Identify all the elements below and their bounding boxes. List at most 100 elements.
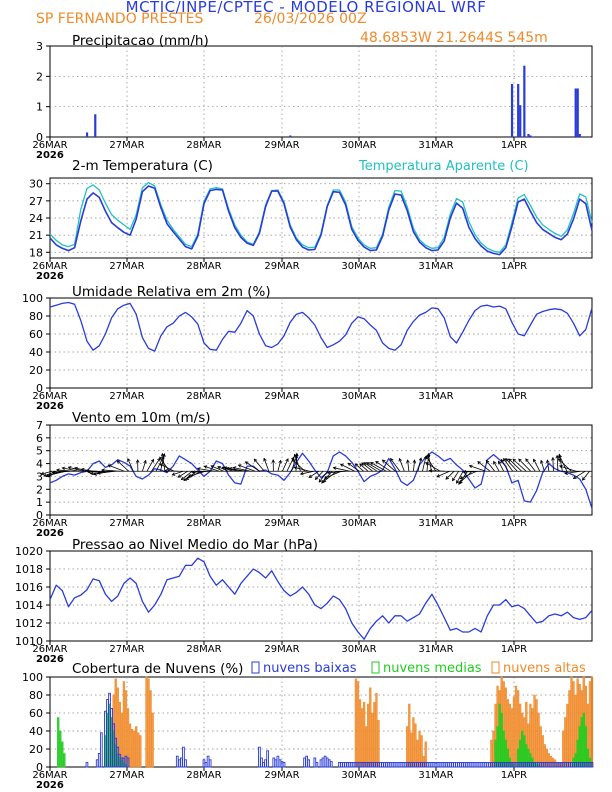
wind-arrow-head	[381, 459, 386, 463]
wind-arrow	[295, 453, 298, 472]
temp-ytick-label: 21	[29, 229, 43, 242]
wind-arrow-head	[177, 474, 182, 478]
temp-xtick-label: 27MAR	[109, 261, 144, 272]
cloud-low-bar	[323, 755, 327, 768]
rh-xtick-label: 30MAR	[341, 391, 376, 402]
cloud-low-bar	[389, 762, 393, 768]
wind-arrow	[177, 470, 188, 478]
rh-ytick-label: 20	[29, 364, 43, 377]
wind-arrow-head	[518, 458, 522, 463]
cloud-low-bar	[280, 761, 284, 768]
precip-ytick-label: 0	[36, 131, 43, 144]
cloud-low-bar	[391, 762, 395, 768]
wind-arrow-head	[390, 457, 394, 462]
temp-line	[49, 185, 593, 256]
cloud-low-bar	[393, 762, 397, 768]
temp-xtick-label: 31MAR	[418, 261, 453, 272]
cloud-low-bar	[430, 762, 434, 768]
wind-arrow	[456, 471, 464, 484]
cloud-high-bar	[375, 692, 378, 768]
wind-arrow-head	[43, 473, 47, 477]
cloud-low-bar	[180, 757, 183, 768]
rh-title: Umidade Relativa em 2m (%)	[72, 284, 271, 300]
wind-arrow	[564, 470, 581, 474]
wind-arrow	[146, 459, 154, 472]
wind-arrow-head	[51, 470, 56, 475]
cloud-mid-bar	[57, 717, 60, 768]
cloud-low-bar	[340, 762, 343, 768]
cloud-legend-swatch	[251, 661, 260, 674]
wind-arrow-head	[163, 469, 168, 473]
cloud-low-bar	[272, 757, 276, 768]
wind-arrow	[204, 465, 220, 472]
wind-arrow	[469, 465, 486, 472]
cloud-high-bar	[377, 719, 380, 768]
clouds-xtick-label: 1APR	[501, 770, 527, 781]
cloud-high-bar	[151, 712, 154, 768]
precip-xtick-label: 31MAR	[418, 140, 453, 151]
wind-xtick-label: 31MAR	[418, 518, 453, 529]
wind-arrow	[366, 462, 382, 472]
wind-year-label: 2026	[36, 528, 64, 539]
wind-arrow-head	[456, 480, 460, 484]
precip-bar	[289, 135, 292, 137]
precip-bar	[574, 88, 577, 137]
precip-title: Precipitacao (mm/h)	[72, 33, 209, 49]
clouds-year-label: 2026	[36, 780, 64, 791]
wind-arrow-head	[564, 471, 568, 475]
clouds-xtick-label: 30MAR	[341, 770, 376, 781]
cloud-high-bar	[360, 708, 364, 768]
wind-arrow-head	[291, 459, 296, 463]
wind-arrow-head	[354, 463, 359, 467]
cloud-legend-swatch	[491, 661, 500, 674]
rh-ytick-label: 0	[36, 382, 43, 395]
wind-ytick-label: 4	[36, 458, 43, 471]
cloud-high-bar	[371, 712, 374, 768]
wind-arrow-head	[503, 457, 507, 462]
cloud-low-bar	[177, 759, 181, 768]
clouds-ytick-label: 20	[29, 743, 43, 756]
cloud-low-bar	[451, 762, 454, 768]
cloud-low-bar	[348, 762, 352, 768]
wind-arrow	[370, 462, 387, 472]
wind-arrow	[101, 469, 120, 472]
cloud-high-bar	[130, 728, 134, 768]
wind-arrow-head	[428, 469, 433, 473]
cloud-mid-bar	[498, 703, 501, 768]
clouds-xtick-label: 29MAR	[264, 770, 299, 781]
cloud-low-bar	[329, 761, 333, 768]
wind-xtick-label: 29MAR	[264, 518, 299, 529]
cloud-low-bar	[276, 755, 280, 768]
cloud-high-bar	[365, 726, 368, 768]
wind-arrow	[582, 471, 590, 481]
wind-arrow-head	[508, 458, 512, 462]
wind-arrow-head	[293, 466, 298, 470]
header: MCTIC/INPE/CPTEC - MODELO REGIONAL WRF S…	[0, 0, 612, 46]
cloud-low-bar	[338, 762, 341, 768]
wind-arrow	[41, 470, 53, 475]
wind-arrow	[498, 461, 505, 472]
wind-arrow-head	[271, 459, 275, 463]
wind-arrow-head	[93, 472, 97, 476]
wind-arrow	[525, 458, 536, 472]
cloud-low-bar	[483, 762, 487, 768]
wind-arrow	[172, 470, 184, 476]
cloud-low-bar	[95, 759, 99, 768]
wind-arrow	[512, 458, 527, 472]
wind-arrow-head	[398, 457, 402, 462]
rh-ytick-label: 100	[22, 292, 43, 305]
wind-arrow	[217, 466, 229, 472]
cloud-low-bar	[85, 762, 89, 768]
wind-arrow	[192, 470, 211, 473]
precip-bar	[529, 135, 532, 137]
cloud-low-bar	[465, 762, 469, 768]
wind-arrow-head	[321, 480, 325, 484]
rh-ytick-label: 80	[29, 310, 43, 323]
wind-arrow	[417, 457, 422, 472]
temp-xtick-label: 30MAR	[341, 261, 376, 272]
cloud-low-bar	[473, 762, 477, 768]
wind-arrow	[164, 470, 179, 472]
clouds-ytick-label: 0	[36, 761, 43, 774]
pres-xtick-label: 28MAR	[186, 644, 221, 655]
wind-arrow-head	[183, 477, 188, 481]
